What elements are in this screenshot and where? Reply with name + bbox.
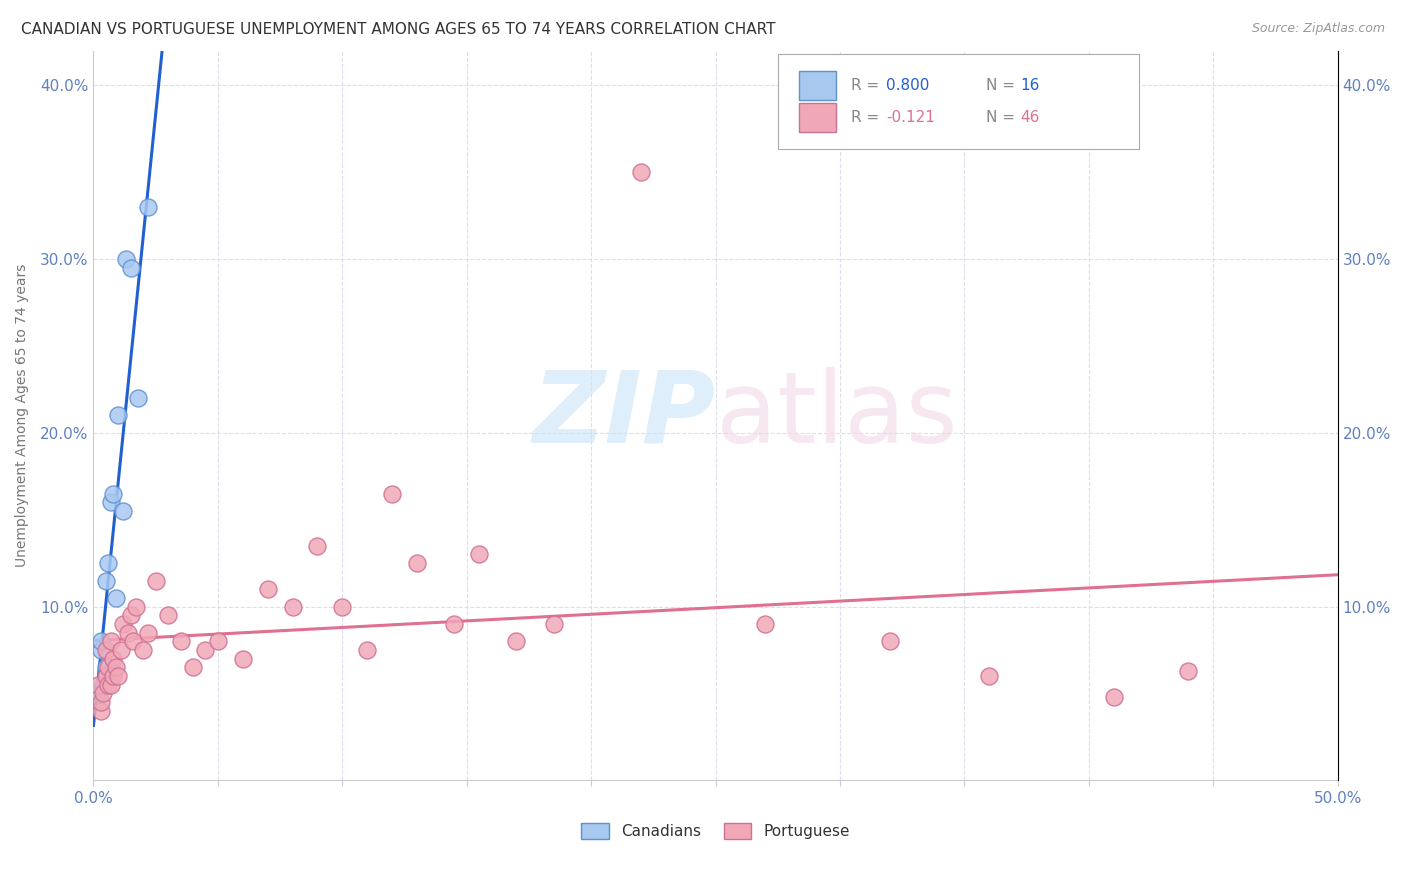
Point <box>127 391 149 405</box>
Point <box>120 608 142 623</box>
Point <box>110 643 132 657</box>
FancyBboxPatch shape <box>799 71 837 100</box>
Point <box>169 634 191 648</box>
Point <box>100 495 122 509</box>
Point <box>87 678 110 692</box>
Text: N =: N = <box>986 78 1019 93</box>
Point <box>103 486 125 500</box>
Point <box>381 486 404 500</box>
Point <box>90 643 112 657</box>
Point <box>90 704 112 718</box>
Point <box>117 625 139 640</box>
Point <box>256 582 278 597</box>
Point <box>356 643 378 657</box>
Point <box>103 651 125 665</box>
Point <box>630 165 652 179</box>
Point <box>468 548 491 562</box>
Point <box>112 616 135 631</box>
Point <box>443 616 465 631</box>
Point <box>207 634 229 648</box>
Point <box>125 599 148 614</box>
Text: 0.800: 0.800 <box>886 78 929 93</box>
Point <box>879 634 901 648</box>
Point <box>94 669 117 683</box>
Point <box>406 556 429 570</box>
Text: 46: 46 <box>1021 111 1040 125</box>
Point <box>93 686 115 700</box>
Point <box>194 643 217 657</box>
Point <box>145 574 167 588</box>
Point <box>281 599 304 614</box>
Point <box>97 556 120 570</box>
Point <box>330 599 353 614</box>
Point <box>107 669 129 683</box>
Point <box>132 643 155 657</box>
FancyBboxPatch shape <box>778 54 1139 149</box>
Point <box>90 634 112 648</box>
Point <box>1102 690 1125 704</box>
Text: CANADIAN VS PORTUGUESE UNEMPLOYMENT AMONG AGES 65 TO 74 YEARS CORRELATION CHART: CANADIAN VS PORTUGUESE UNEMPLOYMENT AMON… <box>21 22 776 37</box>
Point <box>93 678 115 692</box>
Point <box>157 608 180 623</box>
Text: -0.121: -0.121 <box>886 111 935 125</box>
Point <box>181 660 204 674</box>
Point <box>94 660 117 674</box>
Point <box>107 409 129 423</box>
Point <box>103 669 125 683</box>
Legend: Canadians, Portuguese: Canadians, Portuguese <box>575 817 856 846</box>
Point <box>122 634 145 648</box>
Point <box>94 643 117 657</box>
Text: N =: N = <box>986 111 1019 125</box>
Point <box>94 574 117 588</box>
Text: ZIP: ZIP <box>533 367 716 464</box>
Point <box>979 669 1001 683</box>
Point <box>120 260 142 275</box>
Text: Source: ZipAtlas.com: Source: ZipAtlas.com <box>1251 22 1385 36</box>
Point <box>100 634 122 648</box>
Text: R =: R = <box>851 111 884 125</box>
Point <box>100 678 122 692</box>
Text: R =: R = <box>851 78 884 93</box>
Point <box>97 678 120 692</box>
Y-axis label: Unemployment Among Ages 65 to 74 years: Unemployment Among Ages 65 to 74 years <box>15 264 30 567</box>
Point <box>136 625 159 640</box>
Point <box>232 651 254 665</box>
Point <box>87 686 110 700</box>
Point <box>307 539 329 553</box>
Point <box>754 616 776 631</box>
Point <box>97 660 120 674</box>
Text: atlas: atlas <box>716 367 957 464</box>
Point <box>104 591 127 605</box>
FancyBboxPatch shape <box>799 103 837 132</box>
Point <box>505 634 527 648</box>
Point <box>112 504 135 518</box>
Point <box>90 695 112 709</box>
Point <box>543 616 565 631</box>
Point <box>104 660 127 674</box>
Point <box>136 200 159 214</box>
Text: 16: 16 <box>1021 78 1040 93</box>
Point <box>1177 664 1199 678</box>
Point <box>114 252 136 267</box>
